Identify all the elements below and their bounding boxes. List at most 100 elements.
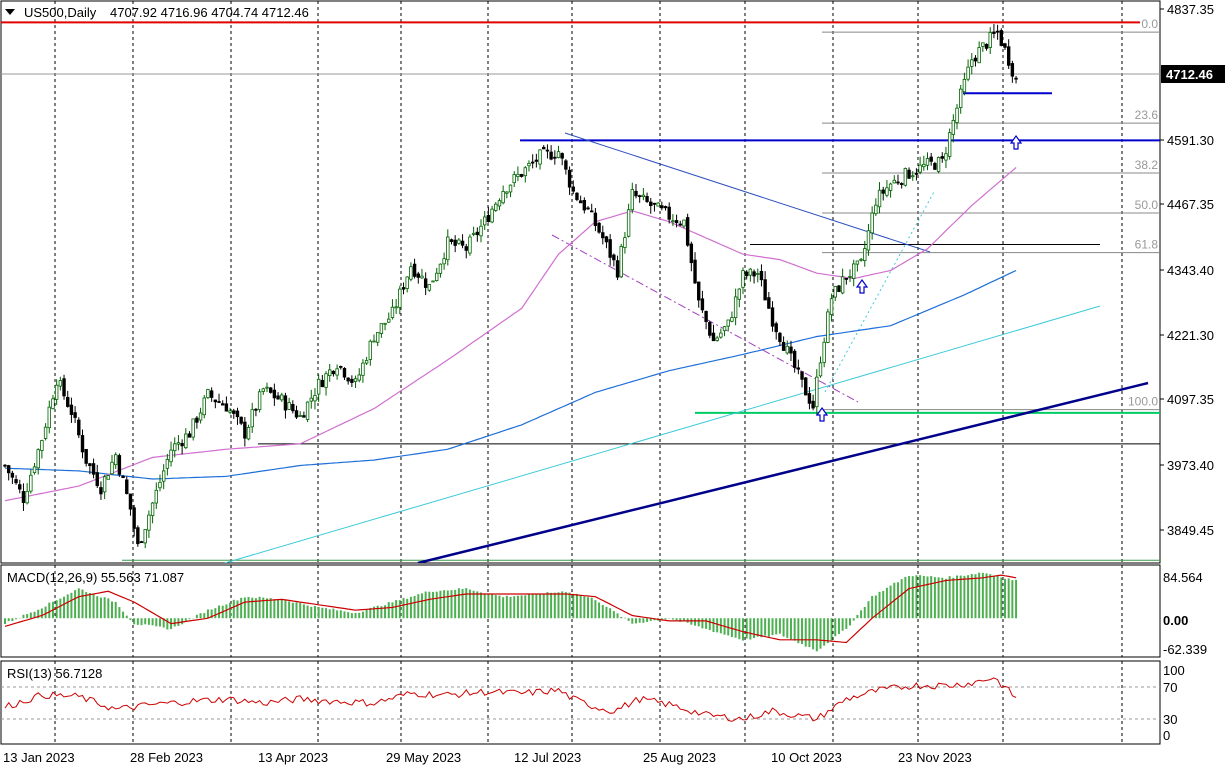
candle-body	[88, 463, 92, 467]
candle-body	[250, 409, 254, 428]
candle-body	[191, 418, 195, 438]
candle-body	[158, 481, 162, 489]
candle-body	[870, 212, 874, 234]
candle-body	[243, 421, 247, 439]
candle-body	[601, 232, 605, 239]
candle-body	[69, 404, 74, 415]
candle-body	[320, 379, 325, 388]
candle-body	[265, 386, 269, 389]
candle-body	[283, 395, 288, 411]
candle-body	[685, 217, 690, 246]
candle-body	[1003, 43, 1007, 48]
candle-body	[508, 184, 513, 193]
candle-body	[833, 286, 837, 298]
main-pane[interactable]	[0, 0, 1161, 564]
main-uptrend-line	[417, 381, 1149, 563]
candle-body	[125, 479, 129, 494]
candle-body	[992, 31, 996, 34]
candle-body	[796, 367, 801, 370]
candle-body	[401, 287, 406, 290]
candle-body	[420, 275, 424, 279]
candle-body	[442, 258, 446, 265]
candle-body	[859, 258, 863, 261]
candle-body	[457, 239, 461, 244]
fib-diagonal	[824, 189, 936, 393]
x-tick-label: 12 Jul 2023	[514, 750, 581, 765]
candle-body	[608, 239, 612, 258]
candle-body	[453, 239, 457, 246]
x-tick-label: 10 Oct 2023	[771, 750, 842, 765]
candle-body	[693, 259, 697, 284]
candle-body	[73, 412, 77, 418]
candle-body	[494, 203, 498, 211]
candle-body	[51, 398, 55, 410]
candle-body	[505, 191, 509, 194]
fib-label: 61.8	[1135, 238, 1159, 252]
candle-body	[763, 279, 767, 301]
candle-body	[623, 237, 627, 248]
candle-body	[184, 433, 188, 449]
candle-body	[14, 479, 18, 484]
macd-signal-line	[4, 574, 1017, 644]
candle-body	[305, 401, 310, 420]
candle-body	[280, 394, 284, 401]
macd-tick-label: 0.00	[1163, 613, 1188, 628]
candle-body	[361, 362, 365, 376]
macd-plot	[4, 572, 1018, 652]
candle-body	[800, 371, 804, 380]
candle-body	[353, 378, 358, 383]
candle-body	[822, 341, 826, 363]
candle-body	[357, 374, 361, 381]
candle-body	[246, 427, 251, 440]
candle-body	[84, 449, 88, 464]
candle-body	[567, 169, 572, 188]
candle-body	[43, 426, 48, 439]
candle-body	[678, 223, 682, 226]
candle-body	[121, 475, 125, 479]
candle-body	[715, 337, 719, 341]
candle-body	[387, 318, 391, 323]
candle-body	[671, 220, 675, 223]
candle-body	[719, 332, 723, 338]
candle-body	[106, 475, 111, 480]
ohlc-values: 4707.92 4716.96 4704.74 4712.46	[110, 5, 309, 20]
candle-body	[165, 459, 170, 469]
candle-body	[239, 416, 243, 424]
candle-body	[645, 196, 649, 202]
candle-body	[390, 306, 395, 318]
candle-body	[556, 151, 561, 158]
candle-body	[217, 401, 221, 403]
candle-body	[486, 215, 491, 223]
candle-body	[99, 487, 103, 495]
x-tick-label: 13 Jan 2023	[3, 750, 75, 765]
candle-body	[804, 377, 808, 396]
candle-body	[372, 340, 376, 343]
candle-body	[331, 370, 336, 375]
candle-body	[530, 161, 535, 164]
candle-body	[1010, 63, 1015, 77]
y-tick-label: 3973.40	[1167, 458, 1214, 473]
candle-body	[571, 186, 575, 192]
y-tick-label: 4221.30	[1167, 328, 1214, 343]
fib-label: 38.2	[1135, 158, 1159, 172]
candle-body	[612, 254, 616, 261]
ma-short-line	[4, 167, 1017, 502]
rsi-line	[4, 677, 1017, 722]
candle-body	[324, 373, 328, 388]
candle-body	[855, 260, 860, 265]
dropdown-triangle-icon[interactable]	[5, 9, 15, 15]
candle-body	[652, 202, 657, 205]
candle-body	[966, 66, 970, 80]
candle-body	[36, 449, 40, 469]
vertical-grid	[54, 1, 1123, 744]
candle-body	[597, 222, 601, 233]
candle-body	[656, 202, 660, 207]
candle-body	[342, 368, 347, 378]
candle-body	[818, 362, 823, 377]
candle-body	[335, 368, 339, 376]
rsi-pane[interactable]	[0, 660, 1161, 745]
up-arrow-icon	[855, 278, 869, 294]
candle-body	[829, 298, 834, 315]
candle-body	[877, 189, 882, 208]
